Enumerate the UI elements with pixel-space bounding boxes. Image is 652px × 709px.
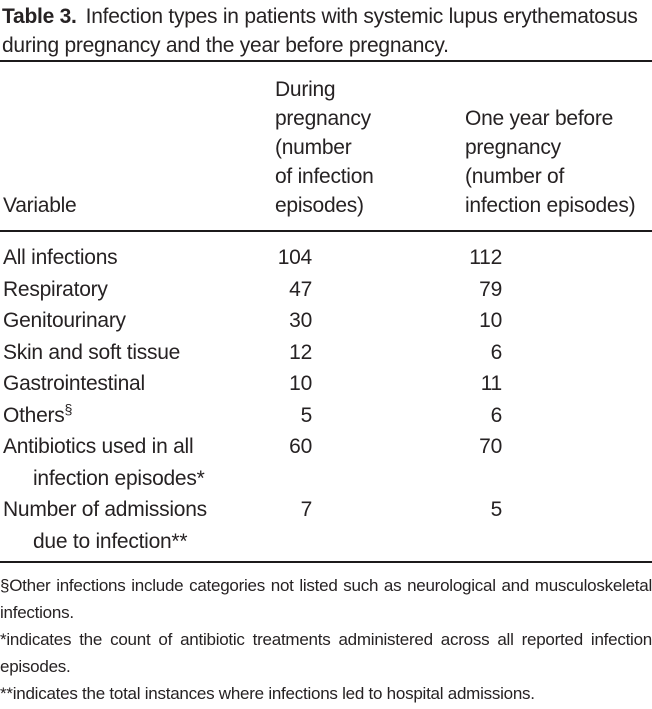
table-row: Genitourinary 30 10 — [0, 305, 652, 337]
value-during: 7 — [300, 498, 313, 521]
value-during: 47 — [289, 277, 312, 301]
row-label: Gastrointestinal — [3, 372, 145, 395]
table-footnotes: §Other infections include categories not… — [0, 572, 652, 707]
table-caption-text: Infection types in patients with systemi… — [2, 5, 638, 57]
value-during: 60 — [289, 435, 312, 458]
value-before: 6 — [490, 403, 503, 427]
value-during: 5 — [300, 403, 313, 427]
value-before: 11 — [480, 372, 503, 395]
table-row: Gastrointestinal 10 11 — [0, 368, 652, 400]
infection-types-table: Variable During pregnancy (number of inf… — [0, 60, 652, 563]
row-label: All infections — [3, 246, 118, 269]
value-before: 79 — [479, 277, 502, 301]
value-before: 112 — [469, 246, 502, 269]
value-before: 5 — [490, 498, 503, 521]
col-header-during-pregnancy: During pregnancy (number of infection ep… — [275, 78, 374, 217]
row-label: Antibiotics used in all infection episode… — [3, 435, 205, 490]
table-row: Antibiotics used in all infection episode… — [0, 431, 652, 494]
value-during: 104 — [277, 246, 313, 269]
value-during: 10 — [289, 372, 312, 395]
table-row: Others§ 5 6 — [0, 400, 652, 432]
header-row: Variable During pregnancy (number of inf… — [0, 61, 652, 231]
table-row: All infections 104 112 — [0, 231, 652, 274]
table-caption: Table 3. Infection types in patients with… — [2, 2, 652, 60]
row-label: Respiratory — [3, 277, 108, 301]
table-row: Skin and soft tissue 12 6 — [0, 337, 652, 369]
value-during: 12 — [289, 340, 312, 364]
footnote: *indicates the count of antibiotic treat… — [0, 630, 652, 676]
footnote: §Other infections include categories not… — [0, 576, 652, 622]
row-label: Others§ — [3, 401, 73, 427]
row-label: Skin and soft tissue — [3, 340, 181, 364]
value-before: 6 — [490, 340, 503, 364]
value-before: 10 — [479, 309, 502, 332]
col-header-variable: Variable — [3, 194, 77, 217]
row-label: Genitourinary — [3, 309, 126, 332]
value-before: 70 — [479, 435, 502, 458]
value-during: 30 — [289, 309, 312, 332]
footnote-marker: § — [64, 401, 73, 418]
table-row: Respiratory 47 79 — [0, 274, 652, 306]
table-row: Number of admissions due to infection** 7… — [0, 494, 652, 562]
table-number: Table 3. — [2, 5, 77, 28]
col-header-one-year-before: One year before pregnancy (number of inf… — [465, 107, 636, 217]
row-label: Number of admissions due to infection** — [3, 498, 207, 553]
footnote: **indicates the total instances where in… — [0, 684, 535, 703]
